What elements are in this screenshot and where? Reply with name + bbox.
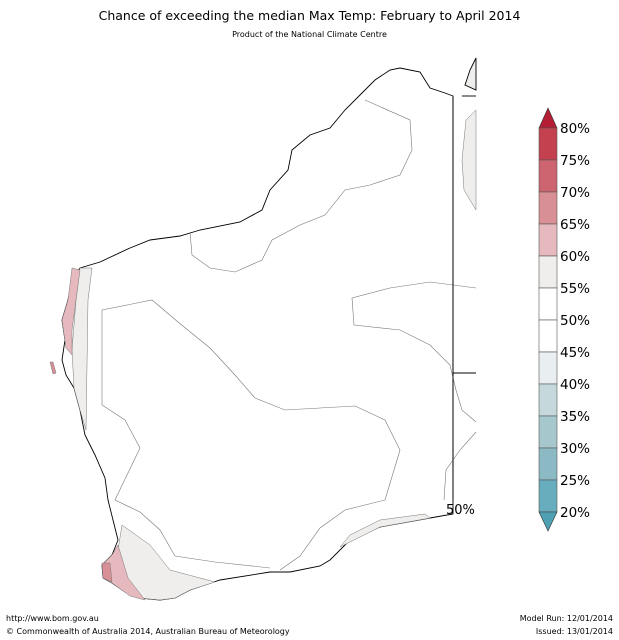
colorbar-segment [538, 479, 558, 513]
colorbar-segment [538, 415, 558, 449]
colorbar-tick-label: 65% [560, 217, 590, 233]
contour-lines [101, 99, 477, 571]
colorbar-segment [538, 191, 558, 225]
colorbar-segment [538, 351, 558, 385]
region-60-65-island [49, 361, 57, 375]
region-65-70-sw [101, 562, 113, 583]
colorbar-extend-top [538, 107, 558, 129]
colorbar-tick-label: 75% [560, 153, 590, 169]
region-60-65-west [61, 267, 81, 356]
land-nt [464, 57, 477, 91]
region-55-60-west [71, 267, 93, 431]
region-55-60-south [339, 513, 431, 548]
colorbar-segment [538, 447, 558, 481]
colorbar-tick-label: 35% [560, 409, 590, 425]
colorbar-tick-label: 40% [560, 377, 590, 393]
colorbar-tick-label: 80% [560, 121, 590, 137]
colorbar-tick-label: 30% [560, 441, 590, 457]
chart-subtitle: Product of the National Climate Centre [232, 30, 387, 39]
colorbar-tick-label: 50% [560, 313, 590, 329]
colorbar-tick-label: 25% [560, 473, 590, 489]
land-wa [61, 67, 454, 601]
model-run-date: Model Run: 12/01/2014 [519, 614, 613, 623]
colorbar-tick-label: 70% [560, 185, 590, 201]
footer-copyright: © Commonwealth of Australia 2014, Austra… [6, 627, 290, 636]
colorbar-segment [538, 383, 558, 417]
nt-shade [461, 109, 477, 211]
footer-url[interactable]: http://www.bom.gov.au [6, 614, 99, 623]
colorbar-segment [538, 159, 558, 193]
colorbar-segment [538, 255, 558, 289]
region-60-65-sw [101, 544, 146, 601]
colorbar-segment [538, 319, 558, 353]
chart-title: Chance of exceeding the median Max Temp:… [98, 8, 521, 23]
colorbar-segment [538, 127, 558, 161]
colorbar-tick-label: 55% [560, 281, 590, 297]
colorbar-tick-label: 20% [560, 505, 590, 521]
colorbar-segment [538, 223, 558, 257]
colorbar-segment [538, 287, 558, 321]
colorbar-extend-bottom [538, 511, 558, 532]
colorbar-tick-label: 60% [560, 249, 590, 265]
contour-label: 50% [446, 503, 475, 518]
issued-date: Issued: 13/01/2014 [535, 627, 613, 636]
colorbar-tick-label: 45% [560, 345, 590, 361]
